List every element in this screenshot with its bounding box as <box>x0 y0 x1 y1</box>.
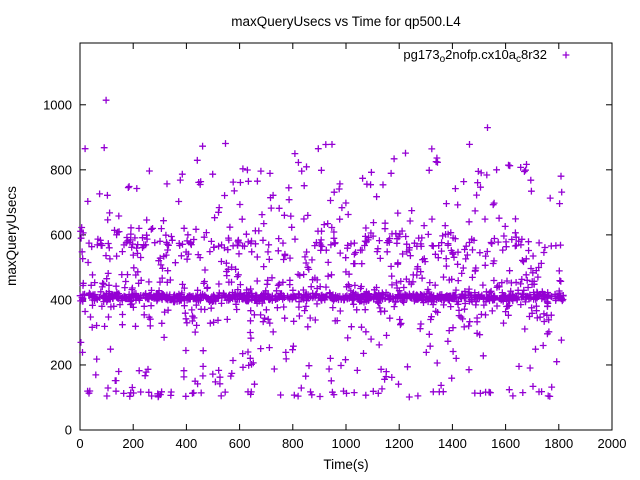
x-tick-label: 1200 <box>385 436 414 451</box>
legend-subscript: o <box>440 54 446 65</box>
x-tick-label: 1800 <box>544 436 573 451</box>
axis-tick-labels: 0 200 400 600 800 1000 1200 1400 1600 1800 2000 0 20… <box>43 97 626 451</box>
chart-title: maxQueryUsecs vs Time for qp500.L4 <box>231 14 461 29</box>
y-tick-label: 200 <box>50 357 72 372</box>
legend: pg173o2nofp.cx10ac8r32 <box>403 47 570 65</box>
legend-text-part: 2nofp.cx10a <box>445 47 517 62</box>
legend-text-part: 8r32 <box>521 47 547 62</box>
x-tick-label: 1000 <box>332 436 361 451</box>
x-axis-label: Time(s) <box>323 457 368 472</box>
legend-text-part: pg173 <box>403 47 439 62</box>
legend-label: pg173o2nofp.cx10ac8r32 <box>403 47 547 65</box>
y-tick-label: 600 <box>50 227 72 242</box>
y-axis-label: maxQueryUsecs <box>4 186 19 286</box>
x-tick-label: 1600 <box>491 436 520 451</box>
x-tick-label: 1400 <box>438 436 467 451</box>
x-tick-label: 200 <box>122 436 144 451</box>
x-tick-label: 2000 <box>598 436 627 451</box>
legend-subscript: c <box>516 54 521 65</box>
y-tick-label: 1000 <box>43 97 72 112</box>
plot-border <box>79 42 613 431</box>
x-tick-label: 400 <box>176 436 198 451</box>
x-tick-label: 0 <box>76 436 83 451</box>
axis-ticks <box>79 43 613 431</box>
y-tick-label: 400 <box>50 292 72 307</box>
scatter-points <box>76 96 567 401</box>
x-tick-label: 800 <box>282 436 304 451</box>
x-tick-label: 600 <box>229 436 251 451</box>
y-tick-label: 800 <box>50 162 72 177</box>
y-tick-label: 0 <box>65 423 72 438</box>
legend-marker-plus-icon <box>562 51 570 59</box>
